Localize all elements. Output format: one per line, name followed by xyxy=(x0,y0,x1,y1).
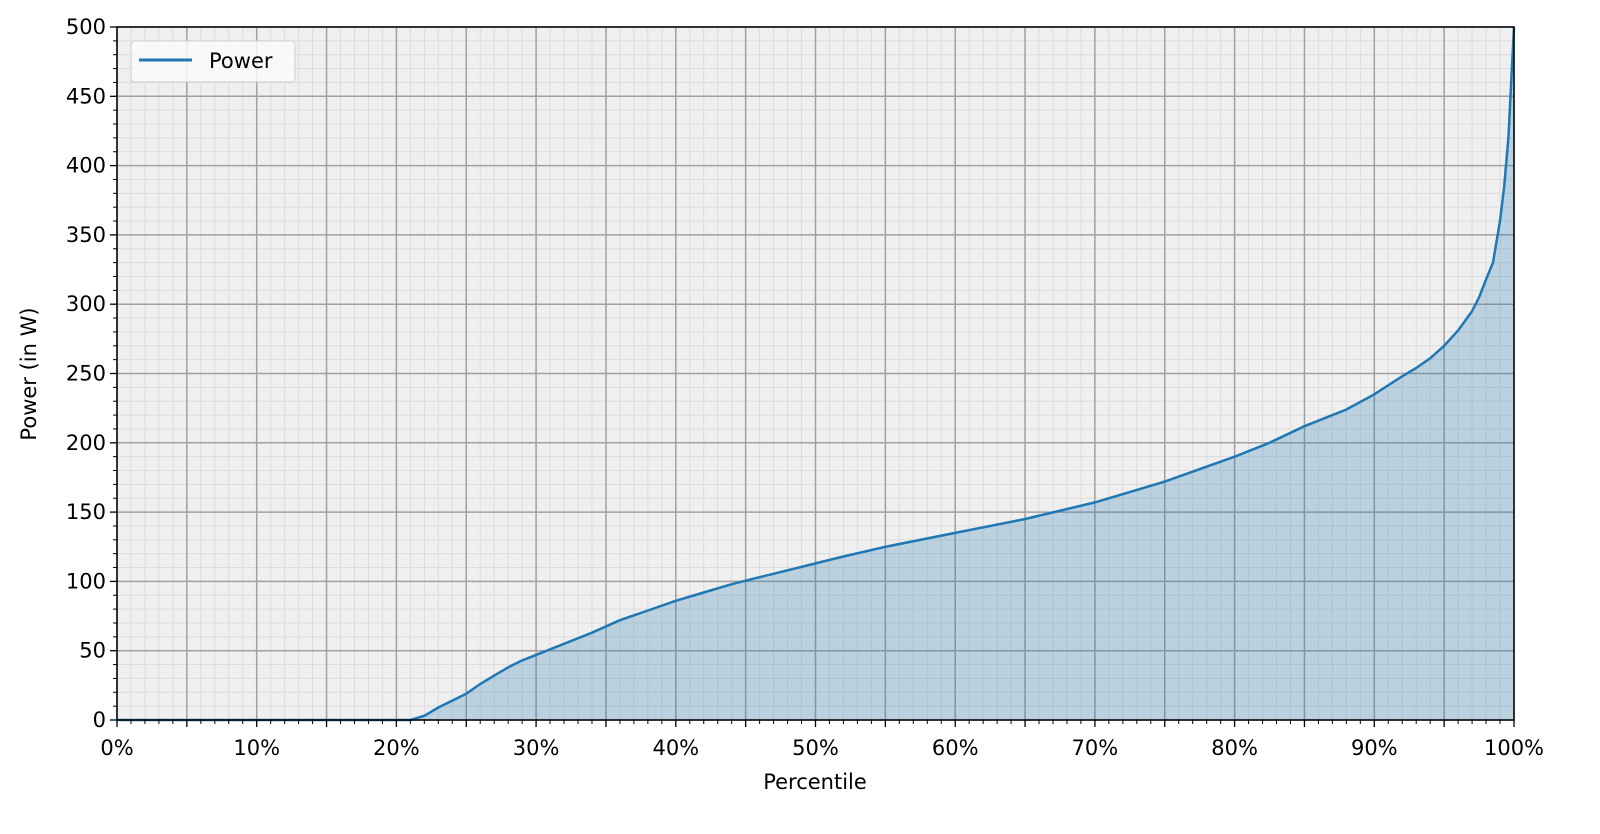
power-line xyxy=(117,26,1516,722)
x-axis-label: Percentile xyxy=(763,770,867,794)
y-tick-label: 0 xyxy=(93,708,106,732)
y-tick-label: 300 xyxy=(66,292,106,316)
x-tick-label: 30% xyxy=(513,736,560,760)
x-tick-label: 100% xyxy=(1484,736,1544,760)
y-tick-label: 400 xyxy=(66,154,106,178)
y-tick-label: 500 xyxy=(66,15,106,39)
legend: Power xyxy=(130,40,296,83)
y-tick-label: 450 xyxy=(66,84,106,108)
x-tick-label: 60% xyxy=(932,736,979,760)
x-tick-label: 50% xyxy=(792,736,839,760)
x-tick-label: 70% xyxy=(1072,736,1119,760)
power-area-fill xyxy=(117,27,1514,720)
legend-label-power: Power xyxy=(209,49,273,73)
y-tick-label: 200 xyxy=(66,431,106,455)
x-tick-label: 40% xyxy=(652,736,699,760)
x-tick-label: 80% xyxy=(1211,736,1258,760)
axis-ticks xyxy=(110,26,1515,727)
legend-box xyxy=(130,40,296,83)
x-tick-label: 90% xyxy=(1351,736,1398,760)
y-tick-labels: 0 50 100 150 200 250 300 350 400 450 500 xyxy=(66,15,106,732)
x-tick-label: 20% xyxy=(373,736,420,760)
y-axis-label: Power (in W) xyxy=(17,307,41,440)
y-tick-label: 150 xyxy=(66,500,106,524)
y-tick-label: 50 xyxy=(79,639,106,663)
x-tick-label: 10% xyxy=(233,736,280,760)
x-tick-labels: 0% 10% 20% 30% 40% 50% 60% 70% 80% 90% 100% xyxy=(100,736,1544,760)
y-tick-label: 100 xyxy=(66,569,106,593)
x-tick-label: 0% xyxy=(100,736,133,760)
y-tick-label: 250 xyxy=(66,362,106,386)
y-tick-label: 350 xyxy=(66,223,106,247)
